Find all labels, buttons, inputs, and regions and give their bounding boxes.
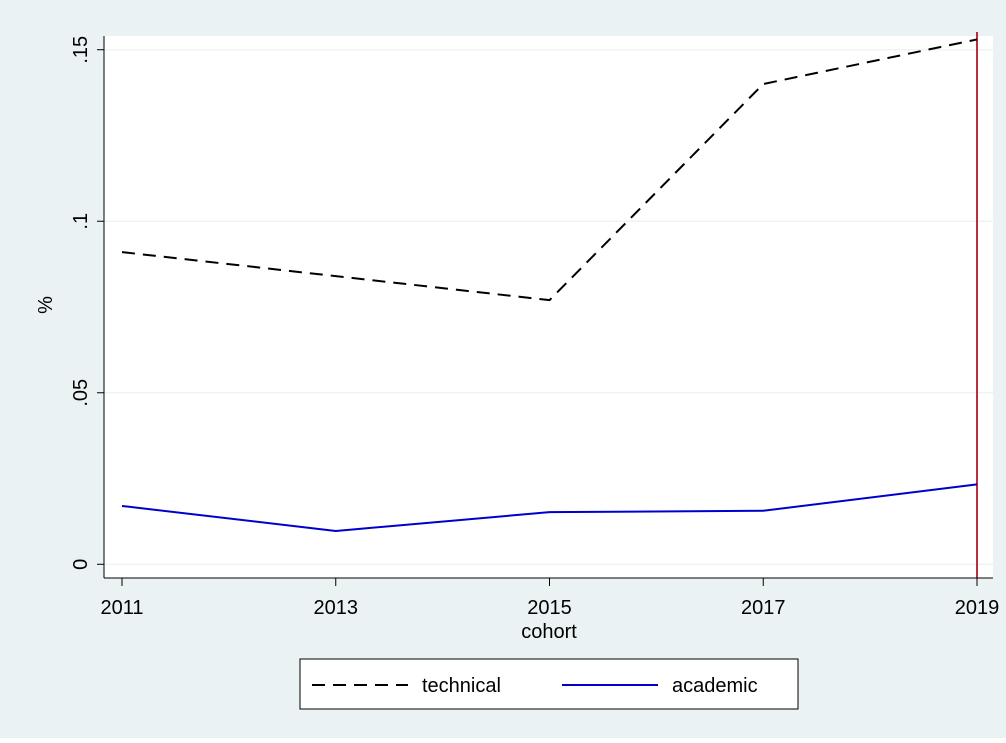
x-tick-label: 2011 bbox=[100, 597, 143, 619]
x-tick-label: 2019 bbox=[955, 597, 1000, 619]
series-line-academic bbox=[121, 483, 978, 533]
axes bbox=[103, 36, 993, 579]
x-tick-label: 2015 bbox=[527, 597, 572, 619]
y-axis-label: % bbox=[35, 296, 57, 314]
y-tick-label: .05 bbox=[70, 379, 92, 407]
x-tick-label: 2017 bbox=[741, 597, 786, 619]
grid-lines bbox=[104, 49, 993, 565]
plot-area bbox=[104, 36, 993, 578]
y-tick-label: .15 bbox=[70, 36, 92, 64]
tick-marks: 0 .05 .1 .15 2011 2013 2015 2017 2019 bbox=[70, 36, 999, 619]
series-lines bbox=[121, 38, 978, 533]
legend: technical academic bbox=[299, 658, 799, 710]
y-tick-label: 0 bbox=[70, 559, 92, 570]
y-tick-label: .1 bbox=[70, 213, 92, 230]
legend-label-technical: technical bbox=[422, 675, 501, 697]
x-tick-label: 2013 bbox=[314, 597, 359, 619]
legend-label-academic: academic bbox=[672, 675, 758, 697]
series-line-technical bbox=[121, 38, 978, 302]
x-axis-label: cohort bbox=[521, 621, 577, 643]
